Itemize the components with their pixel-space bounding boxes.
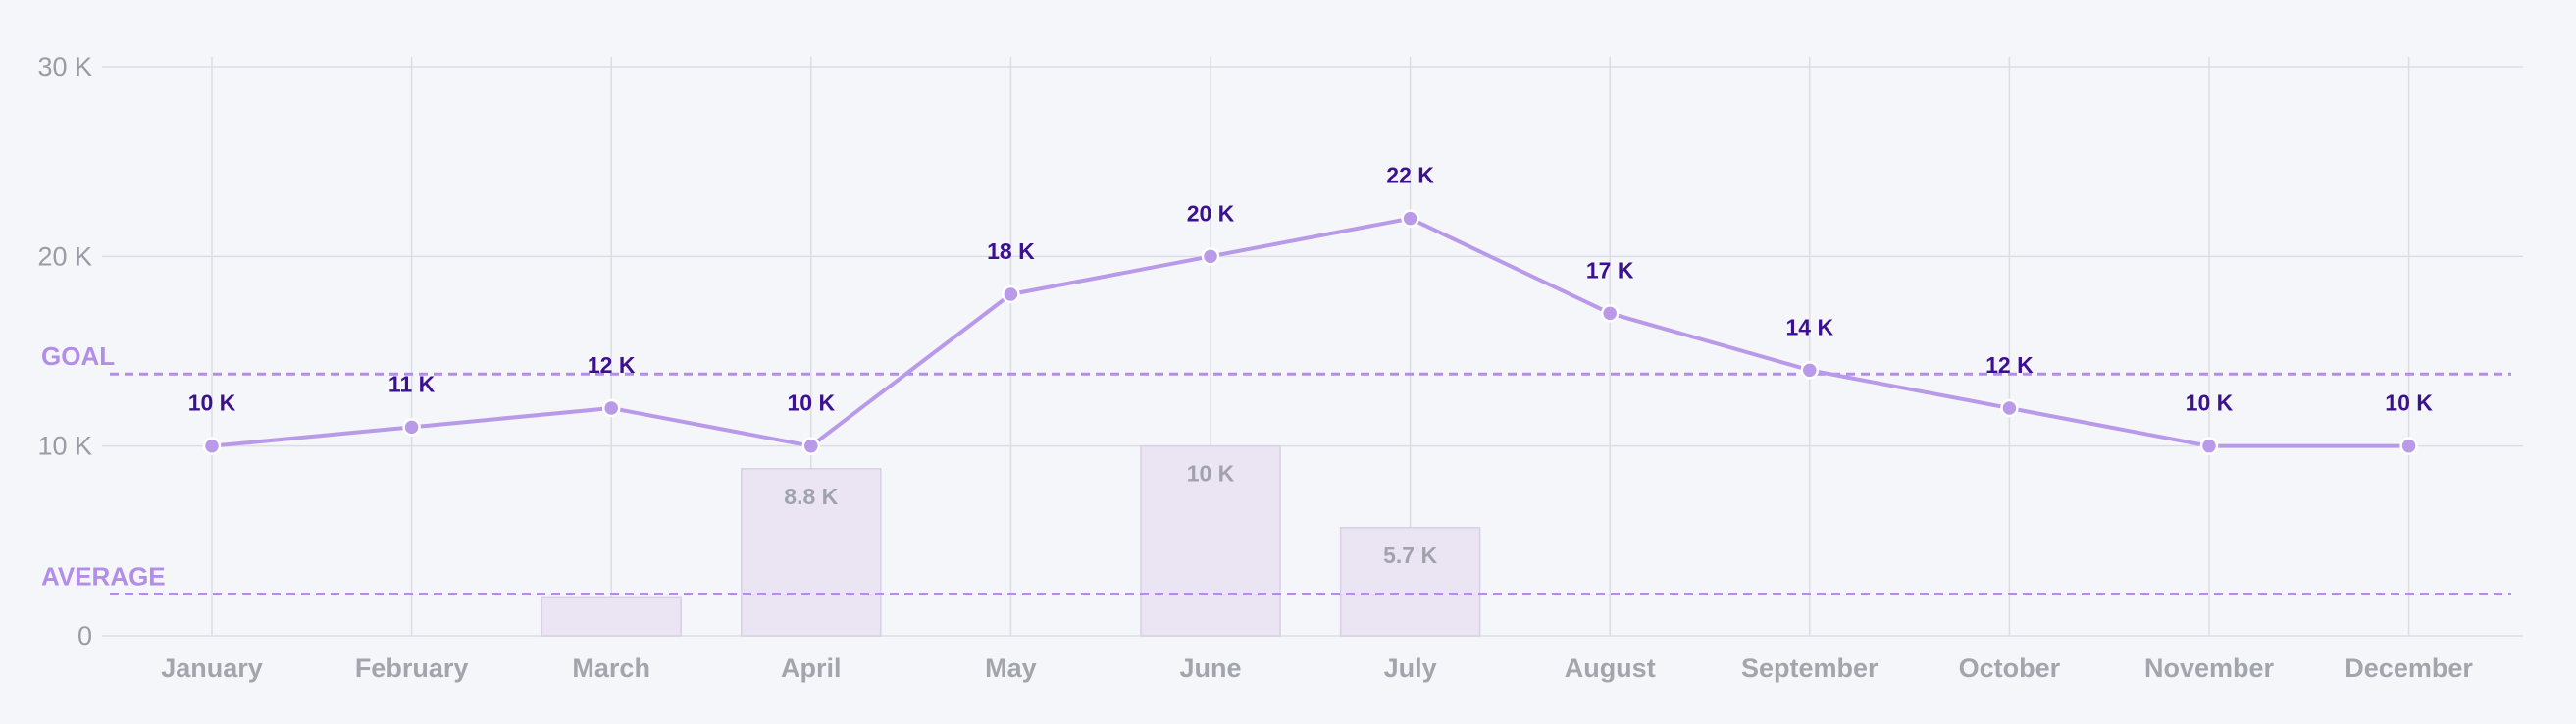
data-point — [1401, 209, 1419, 228]
x-tick-label: January — [161, 653, 263, 683]
line-series — [202, 209, 2418, 455]
data-point — [2000, 398, 2019, 418]
data-labels: 8.8 K 10 K 5.7 K GOAL AVERAGE 10 K 11 K 12 K 10 … — [41, 163, 2433, 592]
data-point — [402, 418, 421, 437]
data-point — [1201, 247, 1220, 266]
data-value-label: 20 K — [1187, 200, 1235, 226]
x-tick-label: July — [1384, 653, 1437, 683]
data-value-label: 12 K — [1985, 352, 2034, 378]
x-tick-label: October — [1959, 653, 2061, 683]
data-point — [1002, 284, 1020, 304]
data-point — [202, 437, 222, 455]
bar-series — [541, 444, 1481, 637]
data-point — [1600, 304, 1620, 323]
bar-value-label: 10 K — [1187, 461, 1235, 487]
x-tick-label: March — [572, 653, 650, 683]
data-value-label: 17 K — [1586, 257, 1634, 283]
bar — [1140, 444, 1281, 637]
series-line — [211, 216, 2409, 448]
x-tick-label: February — [355, 653, 469, 683]
reference-line-label: GOAL — [41, 341, 115, 371]
axis-labels: 0 10 K 20 K 30 K January February March April Ma… — [37, 52, 2473, 683]
data-value-label: 10 K — [2385, 390, 2433, 416]
data-point — [2199, 437, 2219, 455]
y-tick-label: 10 K — [37, 432, 92, 461]
y-tick-label: 0 — [77, 621, 92, 650]
data-value-label: 10 K — [788, 390, 836, 416]
x-tick-label: April — [781, 653, 842, 683]
data-point — [801, 437, 821, 455]
x-tick-label: June — [1179, 653, 1241, 683]
x-tick-label: May — [985, 653, 1037, 683]
data-point — [601, 398, 621, 418]
bar-value-label: 5.7 K — [1383, 543, 1437, 568]
data-point — [1800, 361, 1820, 380]
bar — [1339, 527, 1481, 637]
x-tick-label: September — [1741, 653, 1879, 683]
data-value-label: 14 K — [1786, 314, 1834, 339]
data-value-label: 10 K — [188, 390, 236, 416]
x-tick-label: August — [1565, 653, 1656, 683]
reference-line-label: AVERAGE — [41, 561, 166, 591]
reference-lines — [110, 372, 2511, 595]
bar — [541, 596, 682, 637]
data-value-label: 12 K — [588, 352, 636, 378]
data-value-label: 18 K — [987, 238, 1035, 264]
y-tick-label: 20 K — [37, 241, 92, 271]
x-tick-label: November — [2144, 653, 2275, 683]
x-tick-label: December — [2344, 653, 2473, 683]
data-value-label: 10 K — [2186, 390, 2234, 416]
bar-value-label: 8.8 K — [784, 484, 838, 509]
data-value-label: 22 K — [1386, 163, 1434, 188]
bar — [741, 468, 882, 637]
data-point — [2399, 437, 2418, 455]
grid-lines — [102, 57, 2523, 637]
y-tick-label: 30 K — [37, 52, 92, 81]
data-value-label: 11 K — [388, 371, 436, 396]
